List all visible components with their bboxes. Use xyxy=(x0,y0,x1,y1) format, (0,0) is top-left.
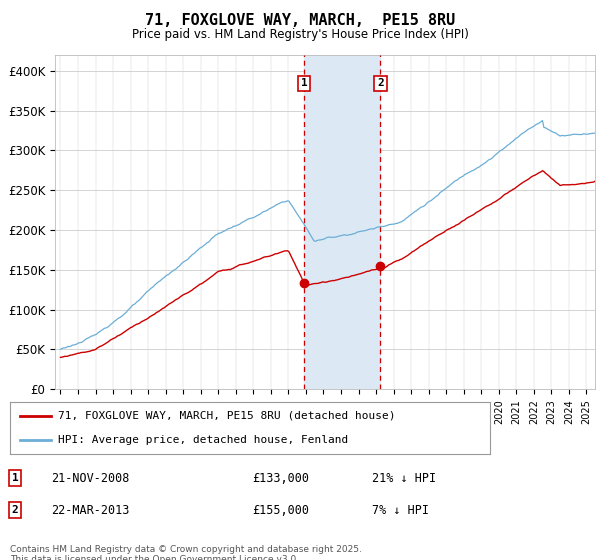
Text: 71, FOXGLOVE WAY, MARCH, PE15 8RU (detached house): 71, FOXGLOVE WAY, MARCH, PE15 8RU (detac… xyxy=(58,411,396,421)
Text: 71, FOXGLOVE WAY, MARCH,  PE15 8RU: 71, FOXGLOVE WAY, MARCH, PE15 8RU xyxy=(145,13,455,29)
Text: 1: 1 xyxy=(301,78,308,88)
Text: Price paid vs. HM Land Registry's House Price Index (HPI): Price paid vs. HM Land Registry's House … xyxy=(131,28,469,41)
Bar xyxy=(304,55,380,389)
Text: 2: 2 xyxy=(377,78,384,88)
Text: 2: 2 xyxy=(11,505,19,515)
Text: 22-MAR-2013: 22-MAR-2013 xyxy=(51,503,130,516)
Text: Contains HM Land Registry data © Crown copyright and database right 2025.
This d: Contains HM Land Registry data © Crown c… xyxy=(10,545,362,560)
Text: 7% ↓ HPI: 7% ↓ HPI xyxy=(372,503,429,516)
Text: 21% ↓ HPI: 21% ↓ HPI xyxy=(372,472,436,484)
Text: £155,000: £155,000 xyxy=(252,503,309,516)
Text: 1: 1 xyxy=(11,473,19,483)
Text: £133,000: £133,000 xyxy=(252,472,309,484)
Text: 21-NOV-2008: 21-NOV-2008 xyxy=(51,472,130,484)
Text: HPI: Average price, detached house, Fenland: HPI: Average price, detached house, Fenl… xyxy=(58,435,349,445)
